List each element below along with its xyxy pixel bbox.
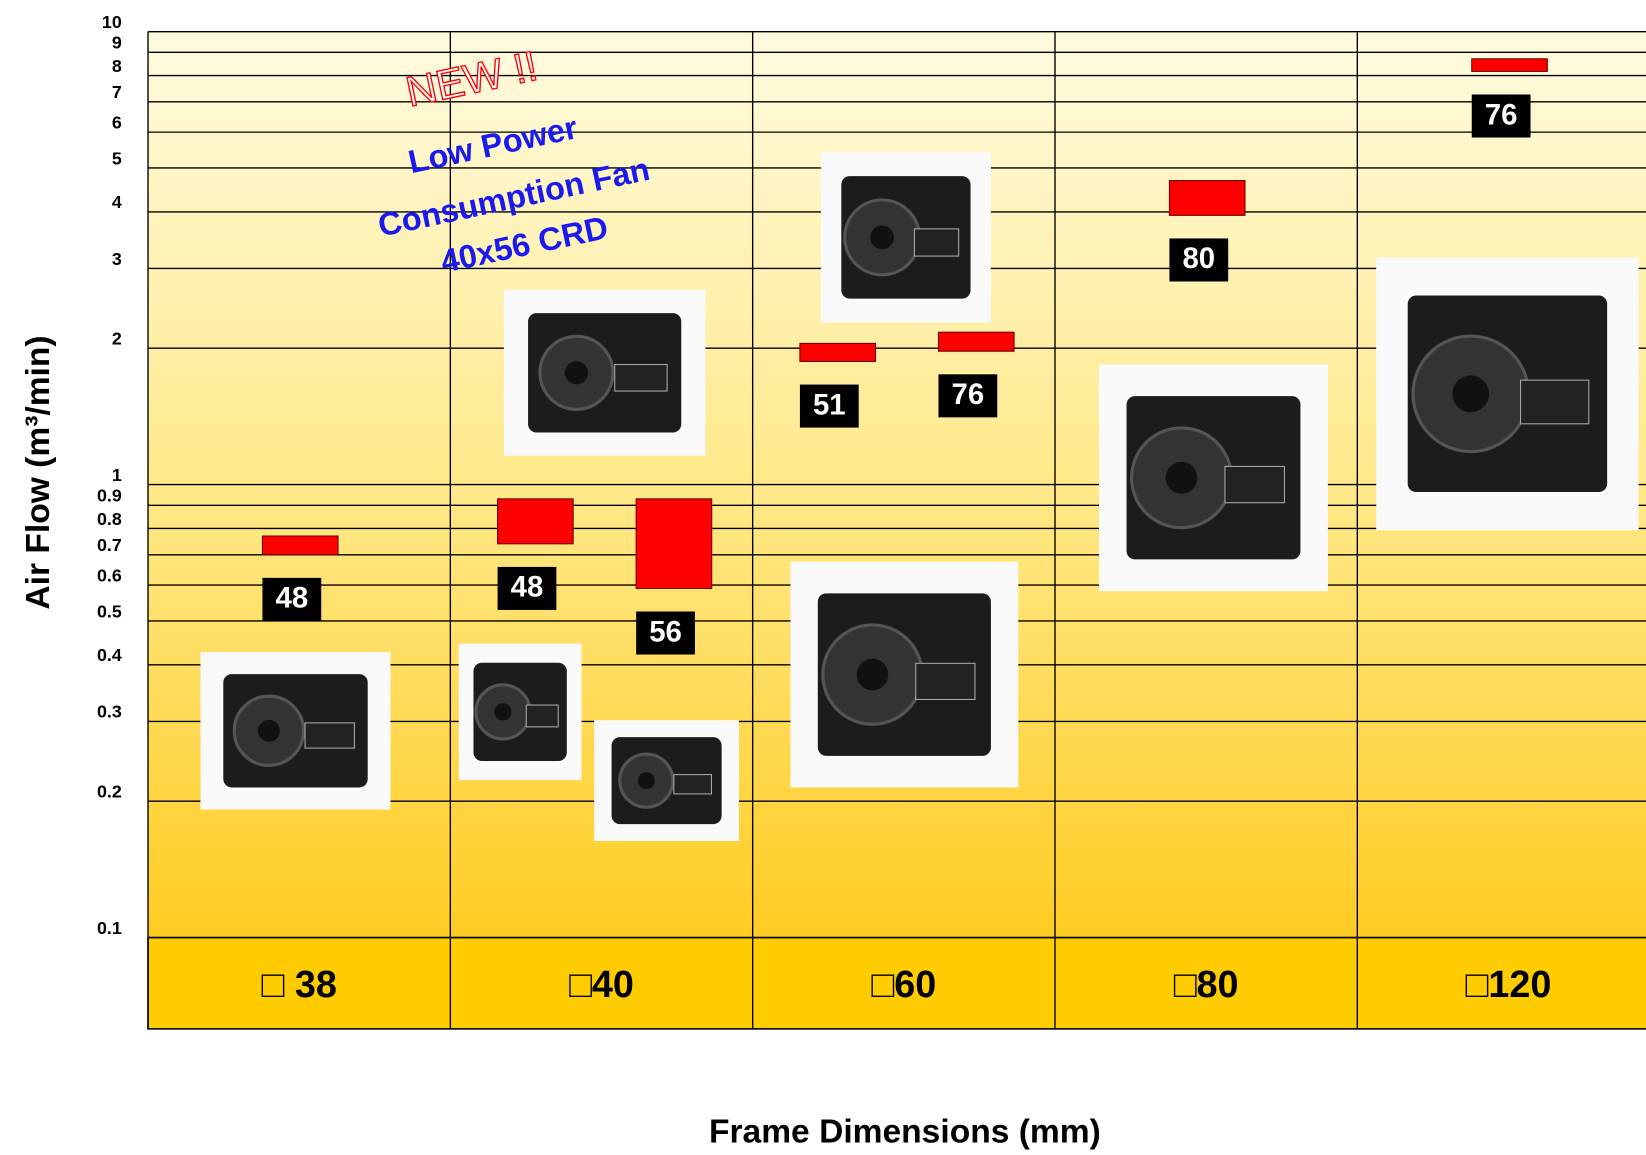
y-tick-label: 5	[112, 148, 122, 168]
fan-center	[1165, 461, 1198, 494]
category-label: □ 38	[262, 964, 337, 1006]
data-label: 76	[952, 378, 985, 411]
range-bar	[497, 498, 574, 545]
fan-sticker	[915, 662, 976, 700]
y-tick-label: 0.8	[97, 509, 122, 529]
range-bar	[261, 535, 339, 556]
y-tick-label: 0.2	[97, 782, 122, 802]
y-tick-label: 4	[112, 192, 122, 212]
fan-center	[564, 361, 589, 385]
fan-photo	[594, 720, 740, 841]
category-label: □60	[871, 964, 936, 1006]
fan-photo	[458, 643, 582, 781]
y-tick-label: 3	[112, 249, 122, 269]
data-label-box	[1169, 238, 1229, 282]
fan-photo	[1376, 257, 1639, 531]
y-tick-label: 0.4	[97, 645, 122, 665]
range-bar	[1168, 180, 1246, 216]
fan-sticker	[913, 228, 960, 257]
range-bar	[1471, 58, 1548, 72]
data-label: 76	[1485, 98, 1518, 131]
data-label-box	[1471, 94, 1531, 138]
data-label: 48	[275, 582, 308, 615]
category-label: □80	[1174, 964, 1239, 1006]
y-tick-label: 1	[112, 465, 122, 485]
fan-photo	[1099, 364, 1328, 592]
data-label-box	[799, 384, 859, 428]
data-label-box	[636, 611, 695, 655]
data-label-box	[497, 566, 557, 610]
fan-center	[257, 719, 280, 742]
y-axis-label: Air Flow (m³/min)	[20, 335, 57, 609]
fan-center	[856, 658, 889, 691]
data-label-box	[262, 577, 322, 621]
fan-center	[494, 703, 512, 721]
x-axis-label: Frame Dimensions (mm)	[709, 1114, 1101, 1151]
fan-sticker	[1520, 379, 1590, 425]
fan-sticker	[1224, 465, 1285, 504]
category-band	[147, 936, 1646, 1030]
y-tick-label: 0.7	[97, 535, 122, 555]
range-bar	[937, 331, 1015, 352]
fan-photo	[790, 561, 1019, 788]
data-label: 51	[813, 388, 846, 421]
y-tick-label: 0.3	[97, 702, 122, 722]
fan-sticker	[614, 363, 668, 392]
y-tick-label: 0.6	[97, 565, 122, 585]
range-bar	[635, 498, 713, 589]
fan-center	[637, 772, 655, 790]
fan-photo	[820, 152, 991, 323]
fan-center	[1452, 375, 1490, 413]
fan-sticker	[304, 722, 355, 749]
y-tick-label: 6	[112, 112, 122, 132]
data-label-box	[938, 374, 998, 418]
data-label: 48	[511, 571, 544, 604]
y-tick-label: 2	[112, 329, 122, 349]
y-tick-label: 7	[112, 82, 122, 102]
y-tick-label: 9	[112, 33, 122, 53]
y-tick-label: 8	[112, 56, 122, 76]
category-label: □40	[569, 964, 634, 1006]
fan-photo	[503, 289, 706, 456]
y-tick-label: 10	[102, 12, 122, 32]
fan-sticker	[673, 774, 713, 795]
fan-sticker	[525, 704, 559, 728]
category-label: □120	[1466, 964, 1552, 1006]
y-tick-label: 0.1	[97, 918, 122, 938]
data-label: 80	[1182, 242, 1215, 275]
data-label: 56	[649, 615, 682, 648]
fan-photo	[200, 652, 391, 810]
fan-center	[870, 225, 895, 250]
y-tick-label: 0.5	[97, 601, 122, 621]
y-tick-label: 0.9	[97, 486, 122, 506]
range-bar	[799, 342, 877, 362]
